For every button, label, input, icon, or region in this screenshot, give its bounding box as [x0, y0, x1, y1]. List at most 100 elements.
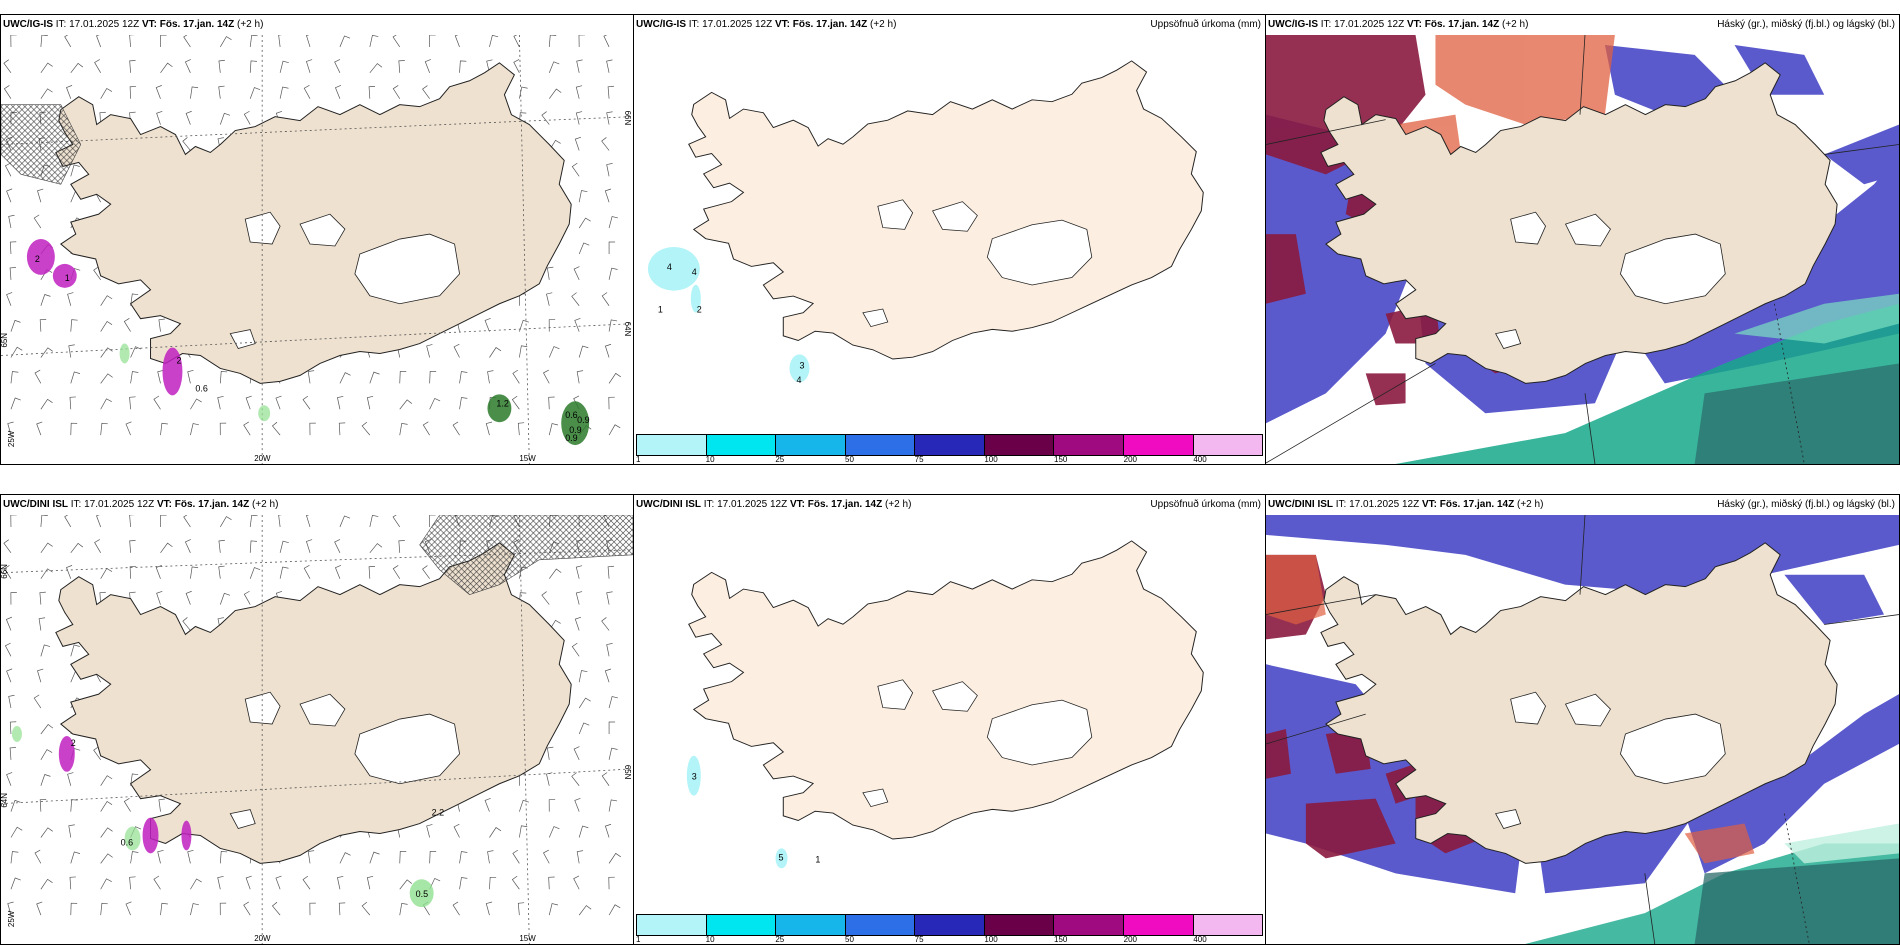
precip-blobs [686, 755, 788, 869]
wind-barb [606, 111, 613, 125]
wind-barb [392, 565, 401, 579]
wind-label: 2 [71, 738, 76, 748]
wind-barb [100, 567, 113, 579]
wind-barb [578, 190, 588, 203]
wind-barb [519, 799, 529, 812]
wind-barb [155, 565, 162, 579]
wind-barb [10, 826, 23, 838]
wind-barb [34, 369, 42, 384]
legend-bin [984, 915, 1055, 935]
wind-barb [185, 110, 192, 125]
vt-label: VT: [789, 499, 805, 510]
low-cloud [1395, 293, 1899, 464]
wind-barb [243, 590, 251, 605]
wind-barb [129, 396, 136, 410]
wind-barb [608, 424, 621, 436]
wind-barb [459, 60, 467, 73]
wind-barb [607, 85, 614, 99]
wind-barb [153, 395, 161, 410]
wind-barb [5, 616, 13, 631]
wind-barb [519, 345, 528, 358]
wind-barb [129, 876, 136, 890]
vt-label: VT: [156, 499, 172, 510]
wind-barb [183, 515, 191, 528]
wind-barb [100, 775, 113, 786]
wind-barb [392, 35, 401, 48]
wind-barb [153, 875, 161, 890]
wind-barb [10, 799, 21, 812]
wind-barb [70, 62, 84, 74]
wind-barb [123, 797, 131, 812]
wind-barb [452, 901, 460, 916]
legend-bin [776, 915, 846, 935]
lon-label-15w: 15W [519, 454, 536, 463]
glacier [1510, 691, 1547, 725]
wind-barb [70, 799, 78, 812]
wind-barb [156, 111, 163, 125]
model-name: UWC/IG-IS [1268, 19, 1318, 30]
it-label: IT: [688, 19, 700, 30]
wind-barb [219, 902, 227, 916]
lat-label-65n: 65N [623, 765, 632, 780]
wind-barb [70, 371, 81, 384]
wind-barb [94, 539, 101, 553]
wind-barb [96, 35, 102, 48]
wind-barb [160, 542, 173, 554]
wind-barb [398, 540, 405, 553]
wind-label: 0.6 [565, 410, 577, 420]
wind-barb [548, 799, 556, 812]
wind-barb [40, 568, 53, 579]
wind-barb [130, 346, 142, 358]
wind-barb [93, 266, 101, 281]
cloud-map [1266, 515, 1899, 944]
precip-blobs [26, 239, 590, 446]
wind-barb [39, 799, 47, 812]
wind-barb [548, 826, 560, 838]
wind-barb [40, 88, 53, 99]
precip-panel-row2: UWC/DINI ISL IT: 17.01.2025 12Z VT: Fös.… [633, 494, 1266, 945]
legend-label: 200 [1123, 935, 1138, 944]
precip-blobs [647, 246, 810, 383]
wind-barb [334, 59, 341, 73]
wind-barb [578, 35, 585, 47]
precip-labels: 3 5 1 [692, 772, 821, 865]
wind-barb [369, 851, 380, 864]
wind-barb [305, 539, 313, 553]
wind-barb [160, 515, 167, 527]
wind-barb [487, 370, 494, 384]
wind-barb [100, 347, 113, 358]
wind-barb [573, 875, 580, 890]
wind-barb [39, 319, 47, 332]
precip-label: 3 [692, 772, 697, 782]
glaciers [1495, 211, 1726, 350]
it-label: IT: [1320, 19, 1332, 30]
wind-barb [10, 397, 21, 410]
legend-bin [776, 435, 846, 455]
wind-barb [182, 137, 191, 151]
wind-barb [70, 644, 80, 657]
wind-barb [275, 875, 282, 890]
wind-barb [571, 292, 580, 306]
wind-barb [399, 399, 413, 410]
wind-barb [608, 267, 618, 280]
wind-barb [305, 35, 311, 48]
wind-barb [183, 35, 191, 48]
wind-barb [392, 85, 401, 99]
wind-barb [3, 539, 12, 554]
wind-barb [608, 216, 618, 229]
wind-barb [271, 421, 281, 436]
legend-bin [1123, 435, 1194, 455]
wind-barb [546, 292, 553, 306]
vt-value: Fös. 17.jan. 14Z [1424, 19, 1500, 30]
lead-time: (+2 h) [1517, 499, 1544, 510]
lon-label-15w: 15W [519, 934, 536, 943]
wind-barb [249, 540, 258, 553]
wind-barb [100, 398, 112, 410]
glacier [299, 693, 346, 727]
wind-barb [429, 397, 441, 410]
legend-label: 1 [636, 935, 641, 944]
glacier [1495, 329, 1522, 350]
legend-label: 50 [845, 455, 854, 464]
lat-label-66n: 66N [1, 564, 9, 579]
wind-barb [100, 902, 108, 916]
